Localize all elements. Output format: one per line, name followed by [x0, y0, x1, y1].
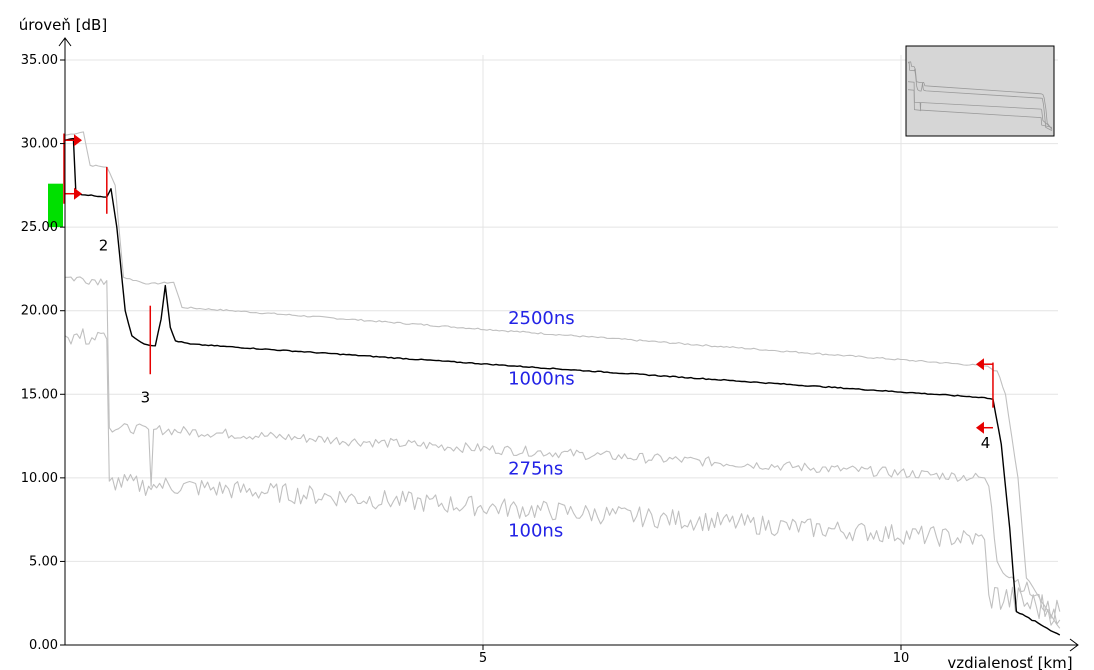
series-label-2500ns: 2500ns	[508, 308, 575, 329]
trace-275ns	[65, 276, 1061, 625]
thumbnail-trace-1000ns	[907, 62, 1053, 131]
event-markers: 2500ns 1000ns 275ns 100ns 2 3 4	[48, 133, 994, 541]
y-tick-label: 15.00	[21, 387, 58, 402]
y-axis-arrow	[58, 37, 72, 47]
y-tick-label: 30.00	[21, 137, 58, 152]
x-axis-arrow	[1069, 638, 1079, 652]
marker-arrow-left	[975, 421, 984, 434]
event-label-2: 2	[99, 237, 109, 255]
x-tick-label: 5	[479, 651, 487, 666]
y-tick-label: 25.00	[21, 220, 58, 235]
trace-1000ns	[64, 137, 1061, 636]
event-label-3: 3	[141, 389, 151, 407]
x-axis-title: vzdialenosť [km]	[947, 654, 1072, 670]
x-tick-label: 10	[893, 651, 910, 666]
grid-lines	[65, 55, 1058, 645]
y-tick-label: 10.00	[21, 471, 58, 486]
thumbnail-trace-2500ns	[907, 61, 1053, 130]
marker-arrow-left	[975, 358, 984, 371]
series-label-275ns: 275ns	[508, 459, 563, 480]
marker-arrow-right	[74, 187, 82, 200]
trace-group	[64, 131, 1061, 636]
marker-arrow-right	[74, 134, 82, 147]
axes: 0.00 5.00 10.00 15.00 20.00 25.00 30.00 35.00 5 1…	[21, 37, 1079, 666]
y-tick-label: 20.00	[21, 304, 58, 319]
trace-2500ns	[64, 131, 1061, 629]
overview-thumbnail[interactable]	[905, 45, 1055, 137]
launch-zone	[48, 183, 63, 228]
y-tick-label: 0.00	[29, 638, 58, 653]
series-label-100ns: 100ns	[508, 520, 563, 541]
thumbnail-trace-100ns	[907, 89, 1053, 128]
y-tick-label: 35.00	[21, 53, 58, 68]
y-tick-label: 5.00	[29, 554, 58, 569]
series-label-1000ns: 1000ns	[508, 368, 575, 389]
trace-100ns	[64, 328, 1061, 626]
y-axis-title: úroveň [dB]	[19, 16, 107, 34]
event-label-4: 4	[981, 434, 991, 452]
